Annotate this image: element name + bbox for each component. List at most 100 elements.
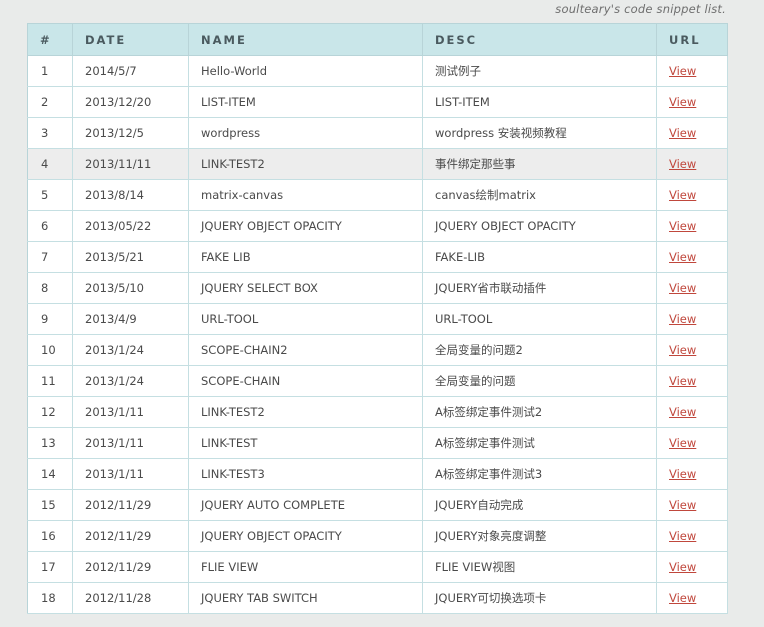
view-link[interactable]: View — [669, 529, 697, 543]
row-date-cell: 2013/1/24 — [72, 365, 189, 397]
row-name-cell: JQUERY OBJECT OPACITY — [188, 210, 423, 242]
view-link[interactable]: View — [669, 405, 697, 419]
view-link[interactable]: View — [669, 64, 697, 78]
table-row: 10 2013/1/24 SCOPE-CHAIN2 全局变量的问题2 View — [27, 334, 728, 366]
row-name-cell: matrix-canvas — [188, 179, 423, 211]
view-link[interactable]: View — [669, 374, 697, 388]
row-desc-cell: A标签绑定事件测试 — [422, 427, 657, 459]
table-row: 13 2013/1/11 LINK-TEST A标签绑定事件测试 View — [27, 427, 728, 459]
view-link[interactable]: View — [669, 312, 697, 326]
row-url-cell: View — [656, 86, 728, 118]
row-url-cell: View — [656, 551, 728, 583]
row-date-cell: 2013/4/9 — [72, 303, 189, 335]
row-name-cell: JQUERY OBJECT OPACITY — [188, 520, 423, 552]
row-desc-cell: JQUERY OBJECT OPACITY — [422, 210, 657, 242]
row-number-cell: 13 — [27, 427, 73, 459]
row-url-cell: View — [656, 303, 728, 335]
row-url-cell: View — [656, 272, 728, 304]
view-link[interactable]: View — [669, 560, 697, 574]
row-number-cell: 17 — [27, 551, 73, 583]
view-link[interactable]: View — [669, 188, 697, 202]
row-name-cell: Hello-World — [188, 55, 423, 87]
row-name-cell: LINK-TEST — [188, 427, 423, 459]
row-number-cell: 3 — [27, 117, 73, 149]
row-url-cell: View — [656, 55, 728, 87]
row-number-cell: 11 — [27, 365, 73, 397]
table-row: 16 2012/11/29 JQUERY OBJECT OPACITY JQUERY对… — [27, 520, 728, 552]
column-header-name: NAME — [188, 23, 423, 56]
column-header-desc: DESC — [422, 23, 657, 56]
row-number-cell: 9 — [27, 303, 73, 335]
row-desc-cell: A标签绑定事件测试3 — [422, 458, 657, 490]
row-number-cell: 4 — [27, 148, 73, 180]
row-url-cell: View — [656, 396, 728, 428]
row-url-cell: View — [656, 582, 728, 614]
row-number-cell: 8 — [27, 272, 73, 304]
column-header-date: DATE — [72, 23, 189, 56]
row-date-cell: 2013/11/11 — [72, 148, 189, 180]
row-date-cell: 2013/1/11 — [72, 427, 189, 459]
view-link[interactable]: View — [669, 157, 697, 171]
table-header: # DATE NAME DESC URL — [27, 23, 728, 56]
row-url-cell: View — [656, 427, 728, 459]
view-link[interactable]: View — [669, 436, 697, 450]
view-link[interactable]: View — [669, 95, 697, 109]
row-url-cell: View — [656, 210, 728, 242]
snippet-table: # DATE NAME DESC URL 1 2014/5/7 Hello-Worl… — [27, 23, 728, 614]
table-row: 11 2013/1/24 SCOPE-CHAIN 全局变量的问题 View — [27, 365, 728, 397]
row-date-cell: 2013/1/24 — [72, 334, 189, 366]
row-url-cell: View — [656, 334, 728, 366]
row-date-cell: 2012/11/28 — [72, 582, 189, 614]
row-url-cell: View — [656, 241, 728, 273]
row-date-cell: 2013/1/11 — [72, 396, 189, 428]
row-name-cell: URL-TOOL — [188, 303, 423, 335]
row-url-cell: View — [656, 489, 728, 521]
table-row: 2 2013/12/20 LIST-ITEM LIST-ITEM View — [27, 86, 728, 118]
row-date-cell: 2013/12/20 — [72, 86, 189, 118]
table-row: 14 2013/1/11 LINK-TEST3 A标签绑定事件测试3 View — [27, 458, 728, 490]
row-date-cell: 2013/8/14 — [72, 179, 189, 211]
view-link[interactable]: View — [669, 126, 697, 140]
row-desc-cell: A标签绑定事件测试2 — [422, 396, 657, 428]
row-number-cell: 18 — [27, 582, 73, 614]
table-row: 8 2013/5/10 JQUERY SELECT BOX JQUERY省市联动插件 V… — [27, 272, 728, 304]
row-desc-cell: 全局变量的问题 — [422, 365, 657, 397]
row-desc-cell: wordpress 安装视频教程 — [422, 117, 657, 149]
row-desc-cell: JQUERY自动完成 — [422, 489, 657, 521]
table-row: 17 2012/11/29 FLIE VIEW FLIE VIEW视图 View — [27, 551, 728, 583]
view-link[interactable]: View — [669, 250, 697, 264]
table-row: 6 2013/05/22 JQUERY OBJECT OPACITY JQUERY O… — [27, 210, 728, 242]
view-link[interactable]: View — [669, 498, 697, 512]
row-date-cell: 2012/11/29 — [72, 489, 189, 521]
page-caption: soulteary's code snippet list. — [555, 2, 726, 16]
row-url-cell: View — [656, 117, 728, 149]
table-row: 4 2013/11/11 LINK-TEST2 事件绑定那些事 View — [27, 148, 728, 180]
row-url-cell: View — [656, 458, 728, 490]
header-row: # DATE NAME DESC URL — [27, 23, 728, 56]
row-name-cell: LINK-TEST2 — [188, 148, 423, 180]
view-link[interactable]: View — [669, 281, 697, 295]
view-link[interactable]: View — [669, 591, 697, 605]
row-desc-cell: canvas绘制matrix — [422, 179, 657, 211]
row-number-cell: 15 — [27, 489, 73, 521]
row-date-cell: 2013/12/5 — [72, 117, 189, 149]
table-row: 3 2013/12/5 wordpress wordpress 安装视频教程 View — [27, 117, 728, 149]
table-row: 12 2013/1/11 LINK-TEST2 A标签绑定事件测试2 View — [27, 396, 728, 428]
row-number-cell: 16 — [27, 520, 73, 552]
row-date-cell: 2014/5/7 — [72, 55, 189, 87]
column-header-number: # — [27, 23, 73, 56]
row-desc-cell: 全局变量的问题2 — [422, 334, 657, 366]
row-desc-cell: LIST-ITEM — [422, 86, 657, 118]
row-desc-cell: FLIE VIEW视图 — [422, 551, 657, 583]
row-number-cell: 12 — [27, 396, 73, 428]
row-name-cell: LINK-TEST3 — [188, 458, 423, 490]
view-link[interactable]: View — [669, 219, 697, 233]
row-name-cell: JQUERY TAB SWITCH — [188, 582, 423, 614]
row-name-cell: FAKE LIB — [188, 241, 423, 273]
row-desc-cell: 事件绑定那些事 — [422, 148, 657, 180]
view-link[interactable]: View — [669, 467, 697, 481]
table-row: 1 2014/5/7 Hello-World 测试例子 View — [27, 55, 728, 87]
row-name-cell: JQUERY SELECT BOX — [188, 272, 423, 304]
view-link[interactable]: View — [669, 343, 697, 357]
